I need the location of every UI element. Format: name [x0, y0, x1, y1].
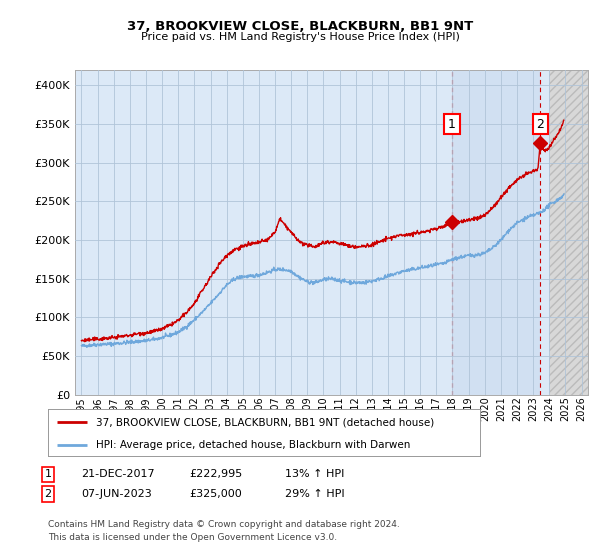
Text: 37, BROOKVIEW CLOSE, BLACKBURN, BB1 9NT (detached house): 37, BROOKVIEW CLOSE, BLACKBURN, BB1 9NT …: [95, 417, 434, 427]
Text: 21-DEC-2017: 21-DEC-2017: [81, 469, 155, 479]
Text: 1: 1: [448, 118, 456, 130]
Text: 29% ↑ HPI: 29% ↑ HPI: [285, 489, 344, 499]
Text: £222,995: £222,995: [189, 469, 242, 479]
Text: Contains HM Land Registry data © Crown copyright and database right 2024.
This d: Contains HM Land Registry data © Crown c…: [48, 520, 400, 542]
Text: 13% ↑ HPI: 13% ↑ HPI: [285, 469, 344, 479]
Bar: [452, 70, 540, 395]
Text: 07-JUN-2023: 07-JUN-2023: [81, 489, 152, 499]
Bar: [549, 70, 588, 395]
Text: £325,000: £325,000: [189, 489, 242, 499]
Text: 2: 2: [44, 489, 52, 499]
Text: 1: 1: [44, 469, 52, 479]
Text: Price paid vs. HM Land Registry's House Price Index (HPI): Price paid vs. HM Land Registry's House …: [140, 32, 460, 42]
Text: 37, BROOKVIEW CLOSE, BLACKBURN, BB1 9NT: 37, BROOKVIEW CLOSE, BLACKBURN, BB1 9NT: [127, 20, 473, 33]
Text: 2: 2: [536, 118, 544, 130]
Text: HPI: Average price, detached house, Blackburn with Darwen: HPI: Average price, detached house, Blac…: [95, 440, 410, 450]
